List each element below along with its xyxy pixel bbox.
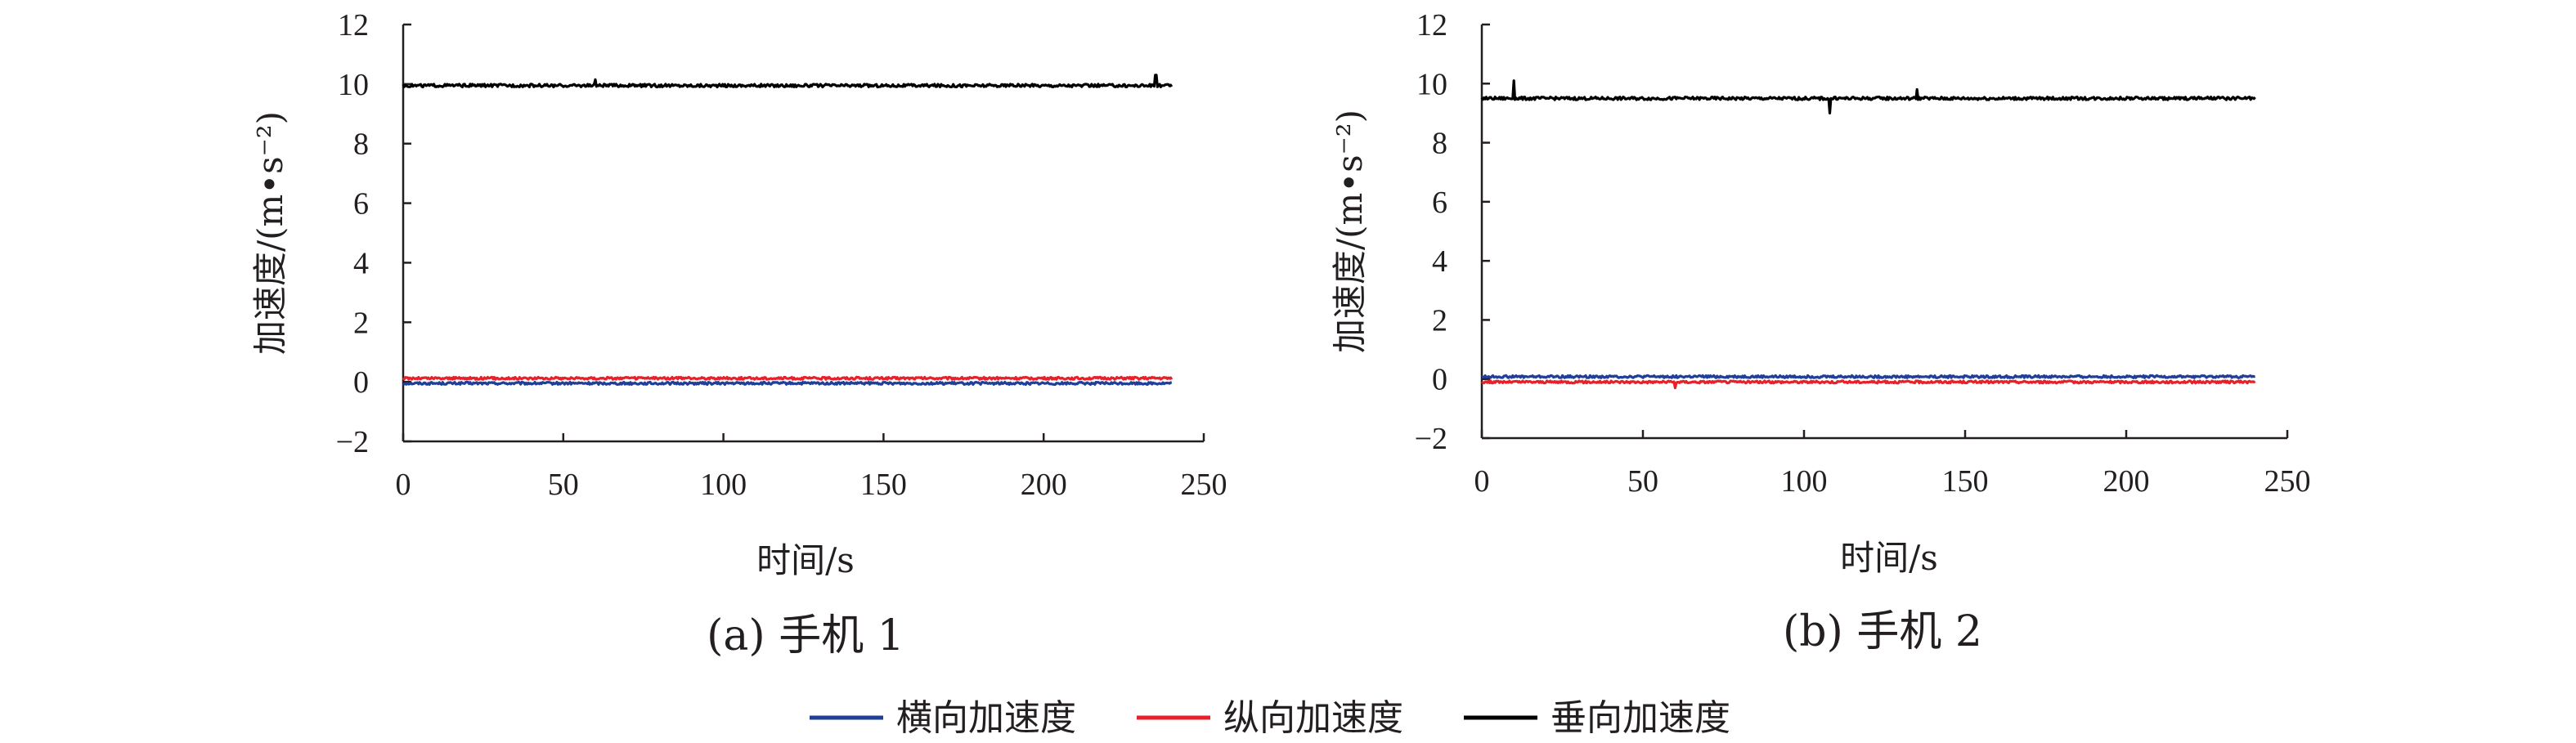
x-tick-label: 150 — [860, 468, 907, 502]
panel-caption: (a) 手机 1 — [707, 611, 904, 660]
panel-caption: (b) 手机 2 — [1783, 607, 1982, 656]
chart-panel-a: −2 0 2 4 6 8 10 12 0 50 100 150 200 250 时间/s 加速度/(m•s⁻²… — [250, 8, 1227, 660]
x-tick-label: 100 — [700, 468, 747, 502]
x-axis-title: 时间/s — [756, 540, 855, 580]
y-tick-label: −2 — [1415, 422, 1447, 456]
y-tick-label: 12 — [338, 8, 369, 43]
x-tick-label: 150 — [1942, 464, 1989, 499]
y-tick-label: 0 — [1432, 363, 1447, 397]
x-tick-label: 0 — [396, 468, 411, 502]
series-line-longitudinal — [1481, 379, 2256, 390]
series-line-lateral — [1481, 374, 2255, 379]
legend-label-lateral: 横向加速度 — [896, 697, 1076, 739]
y-tick-label: 2 — [1432, 303, 1447, 338]
x-tick-label: 0 — [1474, 464, 1490, 499]
series-line-vertical — [402, 74, 1174, 89]
series-line-lateral — [402, 380, 1173, 386]
x-tick-label: 250 — [1181, 468, 1227, 502]
x-tick-label: 50 — [1627, 464, 1658, 499]
y-tick-label: 10 — [338, 68, 369, 102]
y-tick-label: 8 — [1432, 127, 1447, 161]
y-axis-title: 加速度/(m•s⁻²) — [250, 111, 290, 355]
y-tick-label: 10 — [1416, 67, 1447, 101]
y-tick-label: 4 — [1432, 244, 1447, 279]
y-tick-label: 4 — [353, 246, 369, 280]
legend-label-vertical: 垂向加速度 — [1551, 697, 1730, 739]
y-tick-label: 0 — [353, 365, 369, 400]
y-tick-label: 8 — [353, 128, 369, 162]
y-tick-label: 2 — [353, 306, 369, 340]
series-line-longitudinal — [402, 375, 1174, 381]
y-axis-title: 加速度/(m•s⁻²) — [1330, 110, 1370, 353]
x-tick-label: 100 — [1781, 464, 1828, 499]
y-tick-label: −2 — [336, 425, 369, 459]
x-tick-label: 50 — [548, 468, 579, 502]
y-tick-label: 6 — [353, 187, 369, 222]
y-tick-label: 6 — [1432, 186, 1447, 220]
x-axis-title: 时间/s — [1840, 538, 1938, 578]
series-line-vertical — [1480, 79, 2256, 114]
y-tick-label: 12 — [1416, 8, 1447, 43]
x-tick-label: 200 — [1021, 468, 1067, 502]
chart-panel-b: −2 0 2 4 6 8 10 12 0 50 100 150 200 250 时间/s 加速度/(m•s⁻²… — [1330, 8, 2311, 656]
x-tick-label: 200 — [2103, 464, 2150, 499]
legend: 横向加速度 纵向加速度 垂向加速度 — [810, 697, 1730, 739]
legend-label-longitudinal: 纵向加速度 — [1223, 697, 1403, 739]
x-tick-label: 250 — [2264, 464, 2311, 499]
